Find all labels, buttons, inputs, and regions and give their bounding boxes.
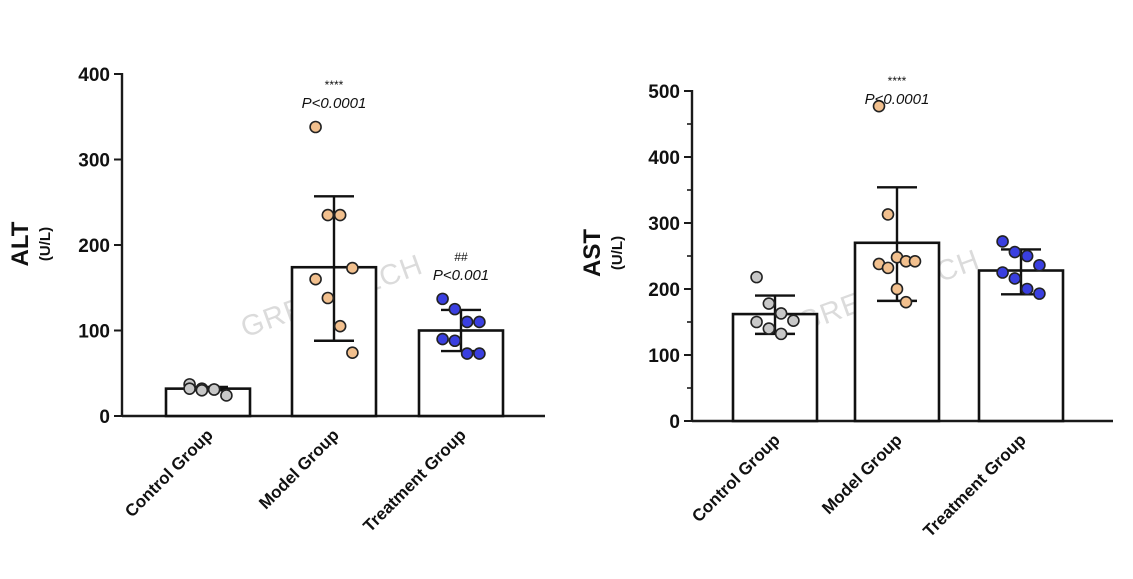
alt-data-point <box>346 261 359 275</box>
ast-data-point <box>774 307 788 320</box>
ast-y-tick-label: 500 <box>648 82 680 103</box>
alt-data-point <box>309 272 322 286</box>
alt-y-axis-label: ALT <box>7 221 34 266</box>
ast-data-point <box>1020 249 1034 263</box>
ast-y-axis-unit: (U/L) <box>609 236 626 270</box>
alt-data-point <box>448 334 462 348</box>
alt-data-point <box>473 315 486 329</box>
alt-significance-mark: ## <box>454 250 468 264</box>
ast-data-point <box>1020 282 1034 296</box>
alt-data-point <box>436 292 449 306</box>
alt-data-point <box>321 208 335 222</box>
ast-y-tick-label: 100 <box>648 346 680 367</box>
ast-y-tick-label: 0 <box>669 412 680 433</box>
alt-bar <box>164 387 252 418</box>
ast-y-tick-label: 200 <box>648 280 680 301</box>
ast-data-point <box>899 295 913 309</box>
ast-data-point <box>872 99 886 113</box>
alt-y-axis-unit: (U/L) <box>37 227 54 261</box>
alt-data-point <box>346 346 359 360</box>
alt-data-point <box>473 347 486 360</box>
ast-data-point <box>996 266 1009 279</box>
ast-data-point <box>762 297 776 310</box>
alt-y-tick-label: 200 <box>78 236 110 257</box>
alt-data-point <box>448 302 462 316</box>
alt-data-point <box>207 383 221 396</box>
ast-data-point <box>1008 245 1022 259</box>
ast-bar <box>977 269 1065 423</box>
alt-p-value: P<0.0001 <box>302 95 367 112</box>
ast-data-point <box>908 254 922 268</box>
ast-category-label: Treatment Group <box>920 430 1030 540</box>
ast-data-point <box>996 235 1009 248</box>
alt-y-tick-label: 0 <box>99 407 110 428</box>
ast-data-point <box>750 270 763 284</box>
ast-category-label: Model Group <box>818 430 906 518</box>
ast-data-point <box>1033 258 1046 272</box>
ast-data-point <box>750 315 763 329</box>
ast-data-point <box>881 208 895 221</box>
alt-data-point <box>195 384 209 397</box>
alt-category-label: Control Group <box>121 425 217 521</box>
ast-data-point <box>1033 287 1046 300</box>
ast-p-value: P<0.0001 <box>865 91 930 108</box>
alt-category-label: Model Group <box>255 425 343 513</box>
ast-data-point <box>890 282 904 296</box>
alt-data-point <box>436 332 449 346</box>
alt-data-point <box>333 208 347 222</box>
ast-y-tick-label: 400 <box>648 148 680 169</box>
alt-y-tick-label: 400 <box>78 65 110 86</box>
alt-data-point <box>220 389 233 402</box>
alt-data-point <box>321 291 335 305</box>
alt-p-value: P<0.001 <box>433 267 489 284</box>
alt-significance-mark: **** <box>325 78 344 92</box>
alt-data-point <box>333 319 347 333</box>
ast-data-point <box>881 261 895 275</box>
alt-y-tick-label: 100 <box>78 322 110 343</box>
alt-data-point <box>183 382 196 395</box>
ast-data-point <box>762 322 776 335</box>
ast-significance-mark: **** <box>888 74 907 88</box>
ast-data-point <box>1008 272 1022 285</box>
ast-category-label: Control Group <box>688 430 784 526</box>
alt-data-point <box>460 315 474 329</box>
ast-chart: 0100200300400500AST(U/L)GREENTECHControl… <box>579 74 1113 541</box>
alt-data-point <box>460 347 474 360</box>
alt-category-label: Treatment Group <box>360 425 470 535</box>
alt-y-tick-label: 300 <box>78 151 110 172</box>
ast-y-axis-label: AST <box>579 229 606 277</box>
ast-y-tick-label: 300 <box>648 214 680 235</box>
ast-data-point <box>774 327 788 341</box>
ast-data-point <box>787 314 800 327</box>
alt-data-point <box>309 120 322 134</box>
